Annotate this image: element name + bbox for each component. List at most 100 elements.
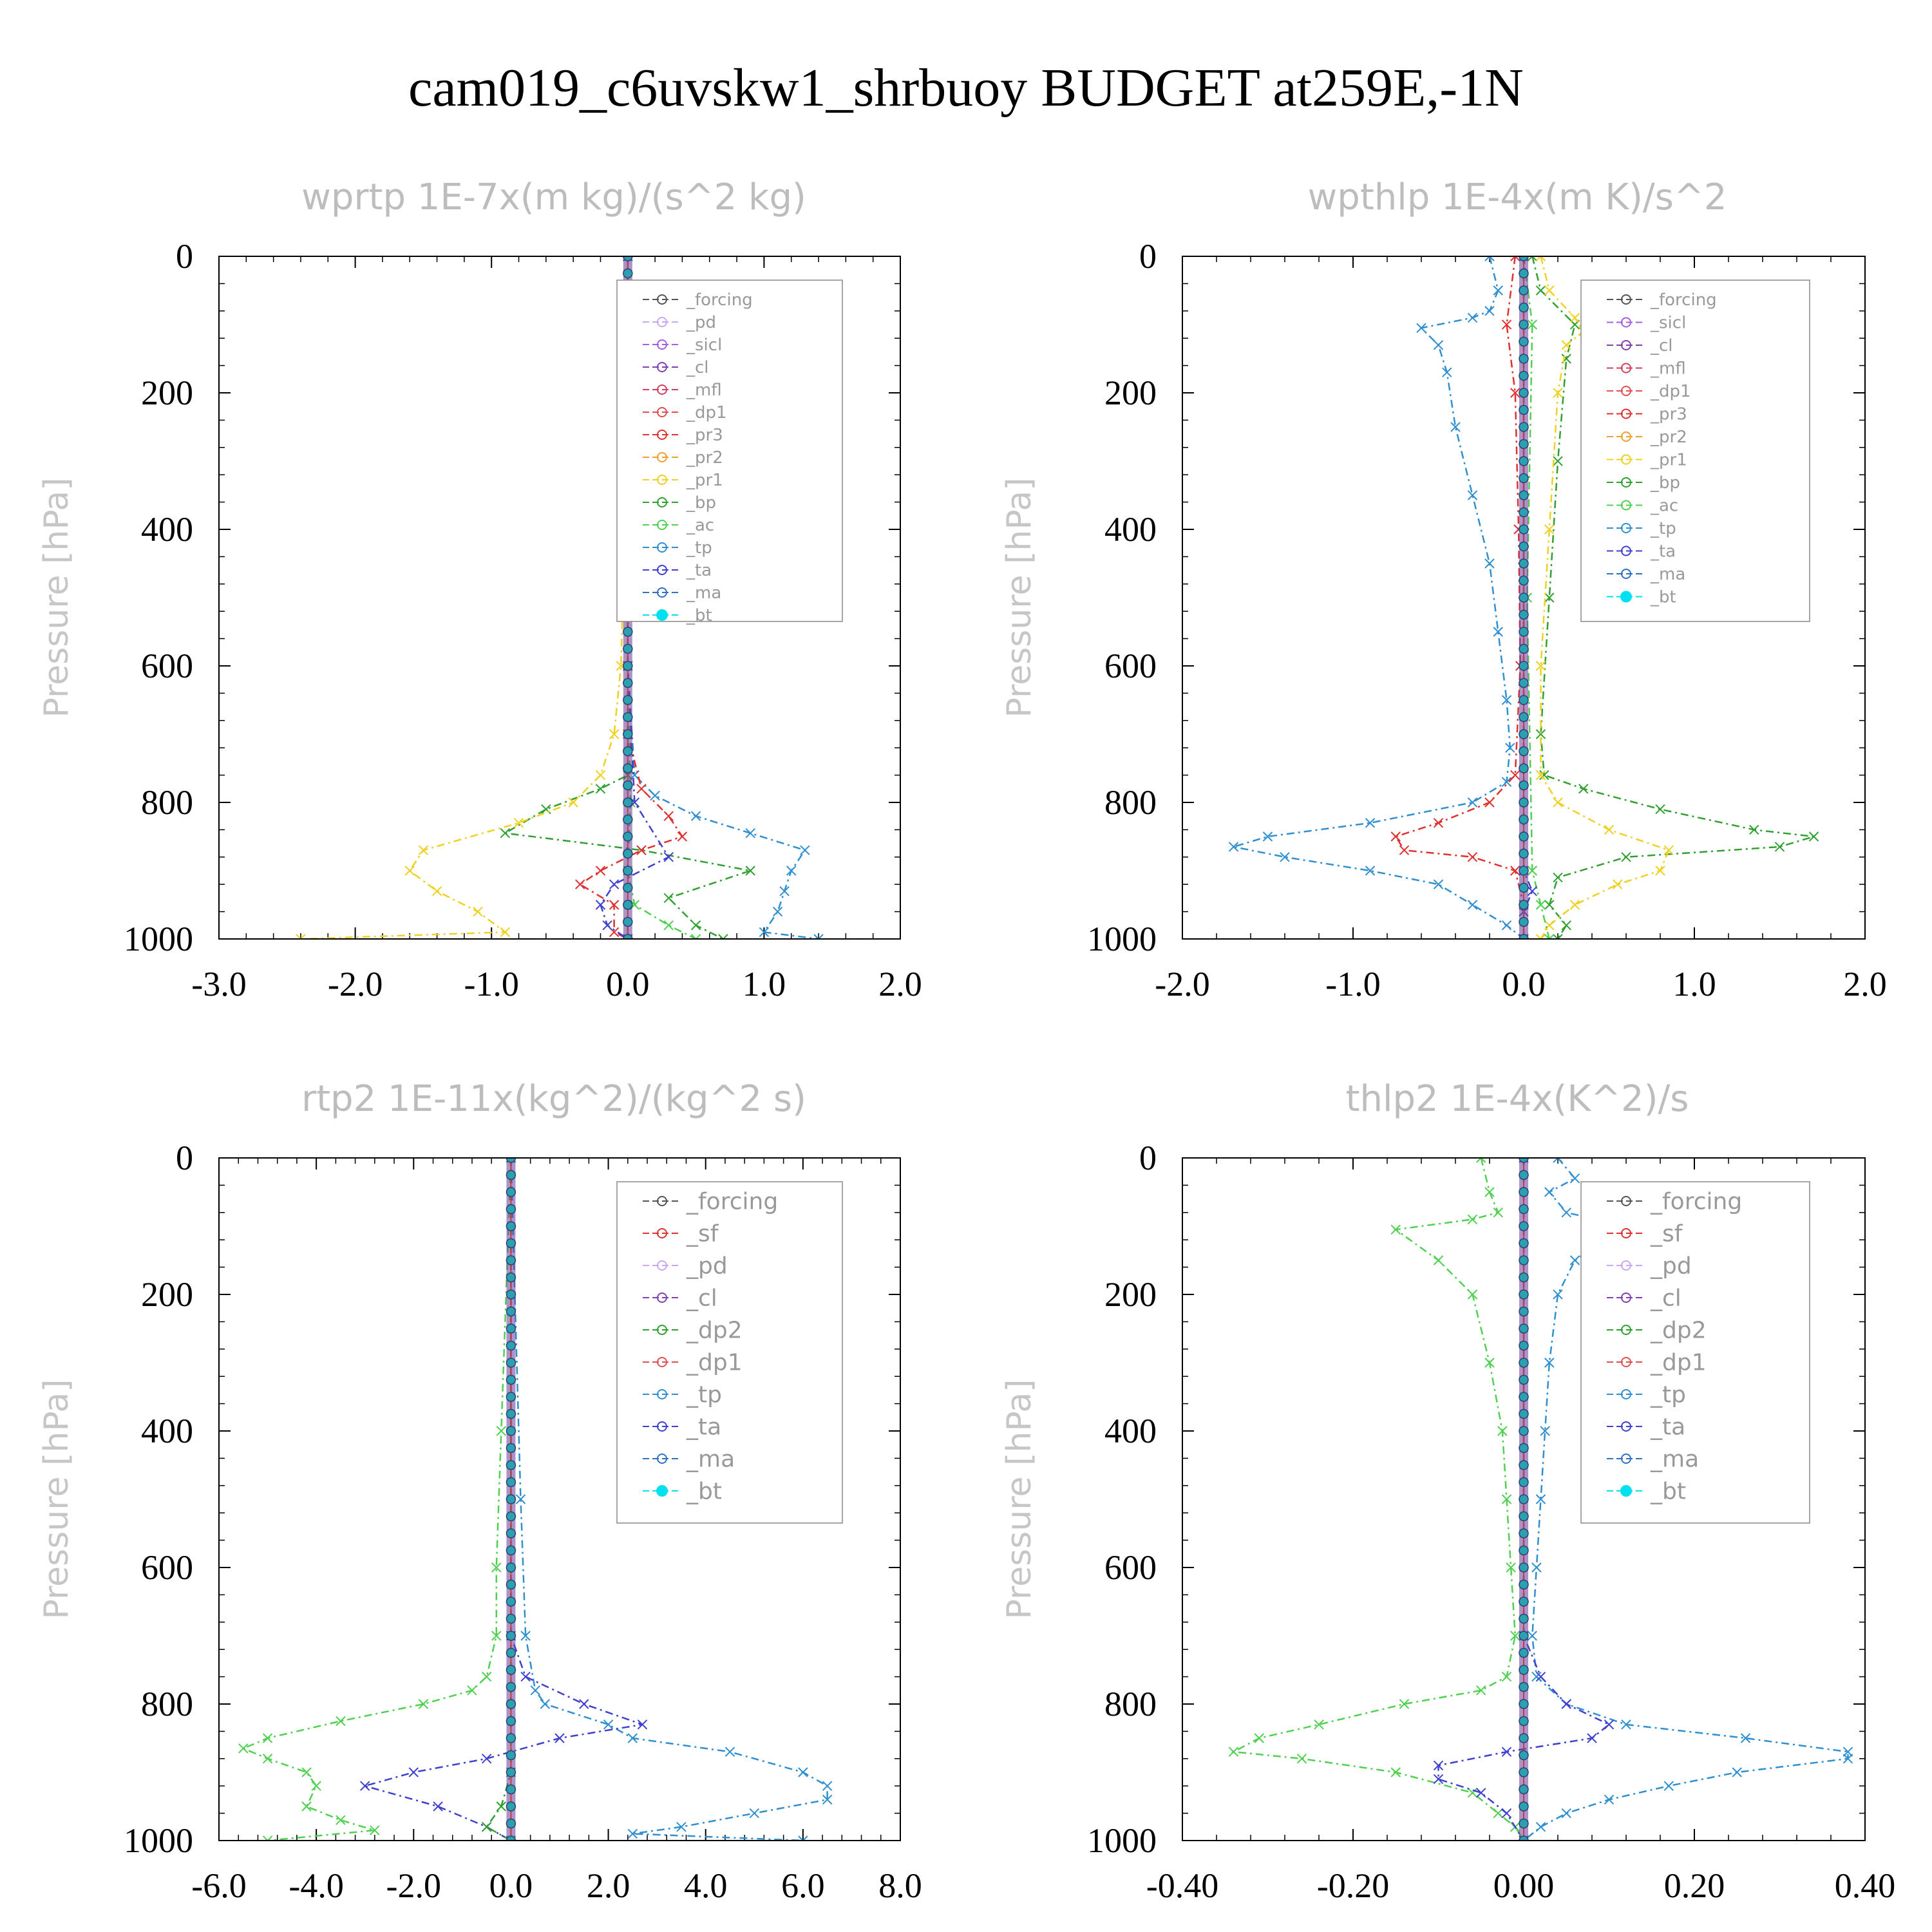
series-marker-bt (1519, 336, 1529, 347)
legend-label: _bp (1650, 473, 1680, 493)
series-marker-pr1 (1553, 797, 1563, 808)
series-marker-bt (623, 643, 633, 654)
series-marker-ta (1501, 1747, 1512, 1757)
y-tick-label: 200 (1104, 374, 1157, 412)
series-marker-pr3 (1433, 818, 1444, 828)
series-marker-tp (1553, 1158, 1563, 1163)
legend-label: _ta (1650, 542, 1676, 562)
series-marker-bp (1544, 900, 1555, 910)
series-marker-bt (1519, 814, 1529, 825)
series-marker-tp (1280, 852, 1290, 862)
series-marker-pr3 (1510, 388, 1520, 398)
legend-label: _mfl (686, 381, 722, 400)
legend-marker (657, 565, 667, 575)
series-line-dp1 (241, 1158, 512, 1841)
series-marker-tp (1621, 1719, 1631, 1730)
series-marker-pr3 (1510, 866, 1520, 876)
series-marker-dp1 (1254, 1733, 1264, 1743)
series-marker-bp (1535, 729, 1546, 739)
y-tick-label: 0 (1139, 1139, 1157, 1177)
legend-marker (1621, 1454, 1631, 1464)
series-marker-pr1 (609, 729, 620, 739)
series-marker-tp (1467, 490, 1478, 500)
y-tick-label: 0 (176, 1139, 193, 1177)
series-marker-bt (506, 1631, 516, 1641)
y-axis-label: Pressure [hPa] (1000, 478, 1039, 718)
series-marker-bt (623, 746, 633, 757)
legend-marker (657, 475, 667, 485)
legend-label: _cl (686, 1285, 717, 1312)
series-marker-bt (1519, 1306, 1529, 1317)
series-marker-bt (1519, 1545, 1529, 1556)
series-marker-tp (1544, 1187, 1555, 1197)
legend: _forcing _sf _pd _cl _dp2 _dp1 _tp _ta _ma _bt (616, 1181, 843, 1524)
legend-box (1580, 279, 1810, 622)
legend: _forcing _sf _pd _cl _dp2 _dp1 _tp _ta _ma _bt (1580, 1181, 1810, 1524)
legend-label: _ma (686, 583, 721, 603)
series-marker-bt (1519, 1443, 1529, 1454)
x-tick-label: 1.0 (1672, 965, 1716, 1003)
series-marker-tp (1505, 743, 1515, 753)
series-marker-pr3 (1467, 852, 1478, 862)
legend-label: _pr1 (1650, 451, 1687, 470)
series-marker-dp1 (1314, 1719, 1324, 1730)
series-marker-bp (541, 804, 551, 815)
series-marker-bp (690, 920, 701, 931)
series-marker-bt (1519, 422, 1529, 432)
series-marker-pr3 (595, 866, 606, 876)
series-marker-tp (1569, 1173, 1580, 1184)
series-marker-ta (1433, 1760, 1444, 1771)
series-marker-dp1 (496, 1426, 507, 1436)
series-marker-bt (623, 763, 633, 773)
x-tick-label: 2.0 (587, 1866, 630, 1905)
series-marker-bt (1519, 1204, 1529, 1215)
panel-wprtp: wprtp 1E-7x(m kg)/(s^2 kg) Pressure [hPa]… (37, 176, 922, 1003)
legend-label: _dp2 (1650, 1318, 1707, 1344)
series-marker-pr1 (1544, 920, 1555, 931)
series-marker-bt (1519, 1613, 1529, 1624)
series-marker-bt (1519, 1528, 1529, 1539)
series-marker-pr1 (500, 927, 511, 938)
series-marker-tp (1228, 842, 1239, 852)
series-marker-ta (554, 1733, 565, 1743)
series-marker-dp1 (481, 1671, 492, 1682)
series-marker-tp (800, 845, 810, 855)
series-marker-bt (506, 1733, 516, 1743)
series-marker-bt (506, 1767, 516, 1777)
legend-marker (1621, 569, 1631, 579)
y-tick-label: 800 (1104, 1685, 1157, 1723)
legend-label: _bp (686, 493, 716, 513)
x-tick-label: 6.0 (781, 1866, 825, 1905)
series-marker-tp (1442, 367, 1452, 377)
series-marker-tp (1501, 695, 1512, 705)
series-marker-bp (1544, 592, 1555, 603)
series-marker-bt (1519, 677, 1529, 688)
y-tick-label: 1000 (124, 1821, 193, 1860)
series-marker-dp1 (311, 1781, 321, 1791)
x-tick-label: -1.0 (1325, 965, 1380, 1003)
series-marker-bt (1519, 900, 1529, 910)
series-marker-pr1 (1663, 845, 1674, 855)
series-marker-bt (506, 1494, 516, 1504)
y-tick-label: 600 (141, 647, 193, 685)
series-marker-bt (623, 866, 633, 876)
series-marker-bt (1519, 1733, 1529, 1743)
legend-marker (656, 609, 668, 621)
series-marker-bt (506, 1460, 516, 1470)
series-marker-bt (1519, 1750, 1529, 1761)
legend-label: _pd (686, 1253, 728, 1280)
legend-marker (1621, 477, 1631, 488)
series-marker-tp (745, 828, 755, 838)
legend-marker (1620, 591, 1632, 603)
series-marker-tp (1561, 1208, 1571, 1218)
series-line-pr1 (300, 256, 629, 939)
series-marker-pr1 (431, 886, 442, 896)
legend-marker (1621, 545, 1631, 556)
series-marker-bt (506, 1340, 516, 1351)
series-marker-dp1 (418, 1699, 429, 1709)
legend-label: _mfl (1650, 359, 1686, 379)
legend-marker (656, 1485, 668, 1497)
series-marker-pr3 (636, 845, 647, 855)
y-tick-label: 600 (141, 1548, 193, 1587)
y-tick-label: 400 (1104, 510, 1157, 549)
